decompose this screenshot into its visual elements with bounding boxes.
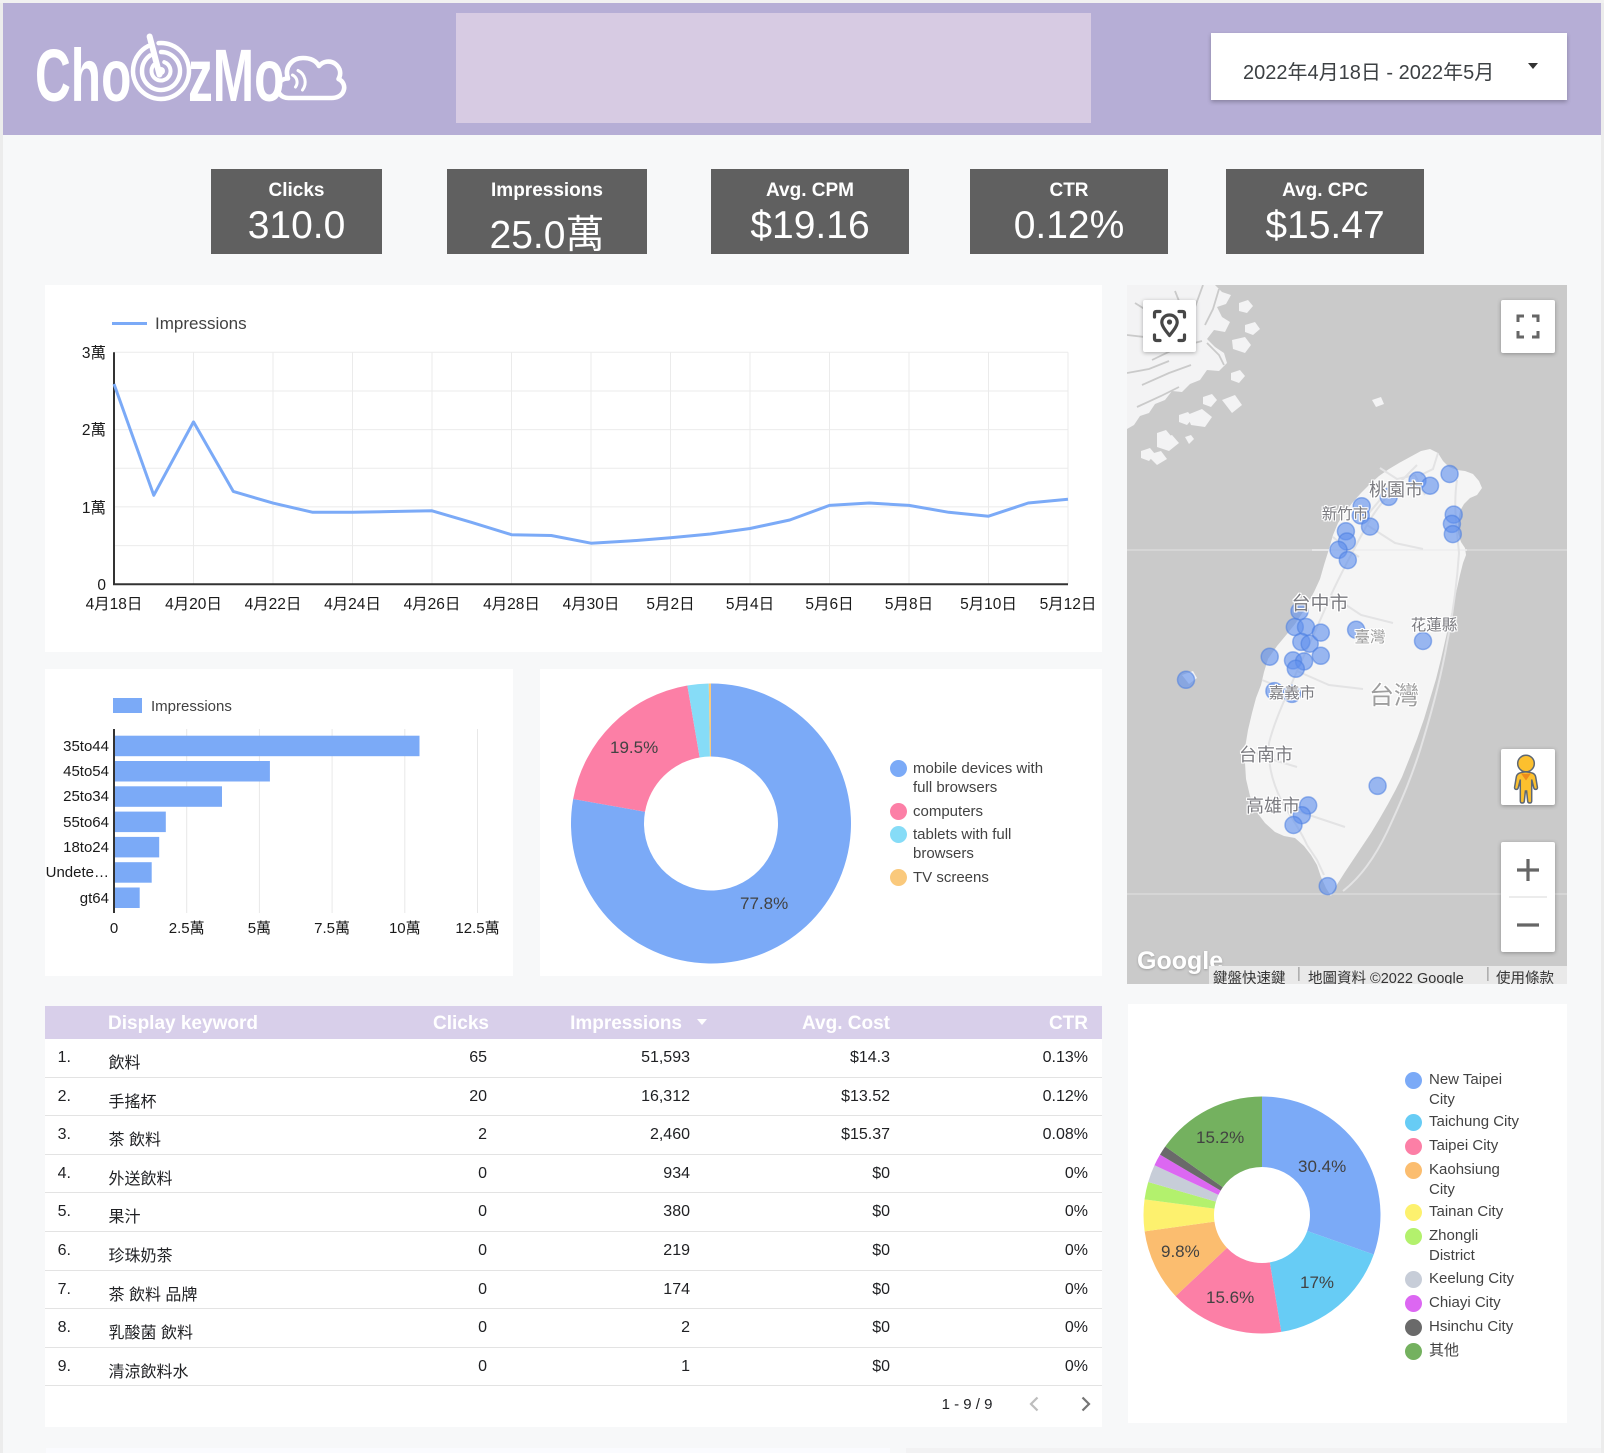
- svg-text:5月4日: 5月4日: [726, 596, 774, 613]
- svg-text:5萬: 5萬: [248, 920, 271, 937]
- svg-text:Undete…: Undete…: [46, 864, 109, 881]
- svg-text:5月2日: 5月2日: [646, 596, 694, 613]
- svg-text:0: 0: [97, 577, 106, 594]
- svg-text:Impressions: Impressions: [151, 698, 232, 715]
- svg-text:0: 0: [110, 920, 118, 937]
- svg-text:1萬: 1萬: [82, 499, 106, 517]
- svg-text:35to44: 35to44: [63, 738, 109, 755]
- svg-text:5月10日: 5月10日: [960, 596, 1017, 613]
- svg-text:2.5萬: 2.5萬: [169, 920, 205, 937]
- svg-text:4月24日: 4月24日: [324, 596, 381, 613]
- svg-text:18to24: 18to24: [63, 839, 109, 856]
- svg-text:4月30日: 4月30日: [563, 596, 620, 613]
- svg-text:55to64: 55to64: [63, 814, 109, 831]
- svg-text:25to34: 25to34: [63, 788, 109, 805]
- svg-text:45to54: 45to54: [63, 763, 109, 780]
- svg-text:4月28日: 4月28日: [483, 596, 540, 613]
- svg-text:5月8日: 5月8日: [885, 596, 933, 613]
- svg-text:zMo: zMo: [188, 35, 284, 117]
- svg-text:4月18日: 4月18日: [86, 596, 143, 613]
- svg-text:4月26日: 4月26日: [404, 596, 461, 613]
- svg-text:4月22日: 4月22日: [245, 596, 302, 613]
- svg-text:Impressions: Impressions: [155, 314, 247, 333]
- svg-text:2萬: 2萬: [82, 421, 106, 439]
- svg-text:7.5萬: 7.5萬: [314, 920, 350, 937]
- svg-text:12.5萬: 12.5萬: [455, 920, 499, 937]
- svg-text:gt64: gt64: [80, 890, 109, 907]
- svg-text:5月12日: 5月12日: [1040, 596, 1097, 613]
- svg-text:10萬: 10萬: [389, 920, 421, 937]
- svg-text:5月6日: 5月6日: [805, 596, 853, 613]
- svg-text:4月20日: 4月20日: [165, 596, 222, 613]
- svg-text:Cho: Cho: [35, 35, 131, 117]
- svg-text:3萬: 3萬: [82, 344, 106, 362]
